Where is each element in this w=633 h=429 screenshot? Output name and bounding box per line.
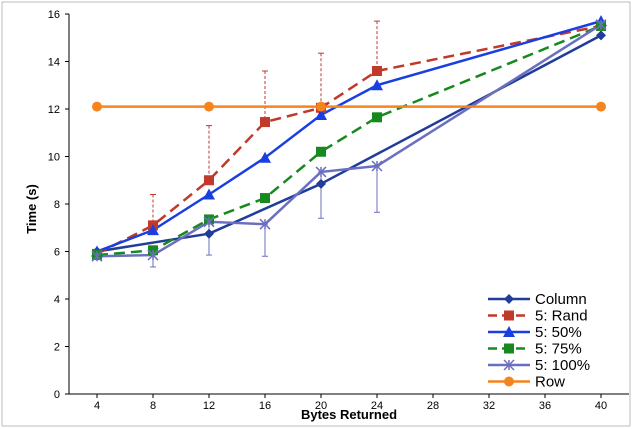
- x-tick-label: 36: [539, 400, 551, 412]
- data-point: [203, 216, 215, 228]
- x-tick-label: 24: [371, 400, 383, 412]
- x-tick-label: 32: [483, 400, 495, 412]
- data-point: [92, 101, 102, 112]
- data-point: [260, 193, 270, 204]
- x-tick-label: 28: [427, 400, 439, 412]
- legend-swatch-marker: [503, 359, 515, 371]
- data-point: [372, 66, 382, 76]
- x-tick-label: 4: [94, 400, 100, 412]
- y-tick-label: 0: [54, 389, 60, 401]
- x-tick-label: 12: [203, 400, 215, 412]
- x-tick-label: 40: [595, 400, 607, 412]
- legend-swatch-marker: [503, 326, 515, 337]
- data-point: [259, 151, 271, 163]
- legend-label: Column: [535, 291, 587, 308]
- y-tick-label: 4: [54, 294, 60, 306]
- data-point: [316, 146, 326, 157]
- data-point: [204, 101, 214, 112]
- data-point: [204, 175, 214, 186]
- y-tick-label: 10: [48, 152, 60, 164]
- legend-swatch-marker: [504, 310, 514, 321]
- y-tick-label: 16: [48, 9, 60, 21]
- data-point: [315, 108, 327, 120]
- x-tick-label: 20: [315, 400, 327, 412]
- series-line: [96, 34, 602, 253]
- x-axis-title: Bytes Returned: [301, 407, 397, 422]
- data-point: [372, 112, 382, 123]
- legend-label: Row: [535, 374, 565, 391]
- axes: [65, 13, 629, 398]
- data-point: [315, 166, 327, 178]
- legend-label: 5: 100%: [535, 357, 590, 374]
- y-tick-label: 8: [54, 199, 60, 211]
- data-point: [147, 249, 159, 261]
- data-point: [259, 218, 271, 230]
- data-point: [147, 224, 159, 236]
- y-tick-label: 14: [48, 57, 60, 69]
- data-point: [316, 101, 326, 112]
- legend-label: 5: 75%: [535, 341, 582, 358]
- data-point: [596, 101, 606, 112]
- x-tick-label: 16: [259, 400, 271, 412]
- legend-swatch-marker: [504, 376, 514, 387]
- data-point: [91, 250, 103, 262]
- data-point: [204, 228, 214, 239]
- data-point: [203, 188, 215, 200]
- y-axis-title: Time (s): [24, 184, 39, 234]
- legend-label: 5: 50%: [535, 324, 582, 341]
- data-point: [371, 160, 383, 172]
- data-point: [316, 178, 326, 189]
- legend-swatch-marker: [504, 294, 514, 304]
- legend-swatch-marker: [504, 343, 514, 354]
- data-point: [596, 30, 606, 41]
- data-point: [595, 19, 607, 31]
- data-point: [260, 117, 270, 128]
- y-tick-label: 12: [48, 104, 60, 116]
- data-point: [371, 79, 383, 91]
- legend-label: 5: Rand: [535, 308, 588, 325]
- y-tick-label: 2: [54, 342, 60, 354]
- y-tick-label: 6: [54, 247, 60, 259]
- x-tick-label: 8: [150, 400, 156, 412]
- series-markers: [91, 15, 607, 262]
